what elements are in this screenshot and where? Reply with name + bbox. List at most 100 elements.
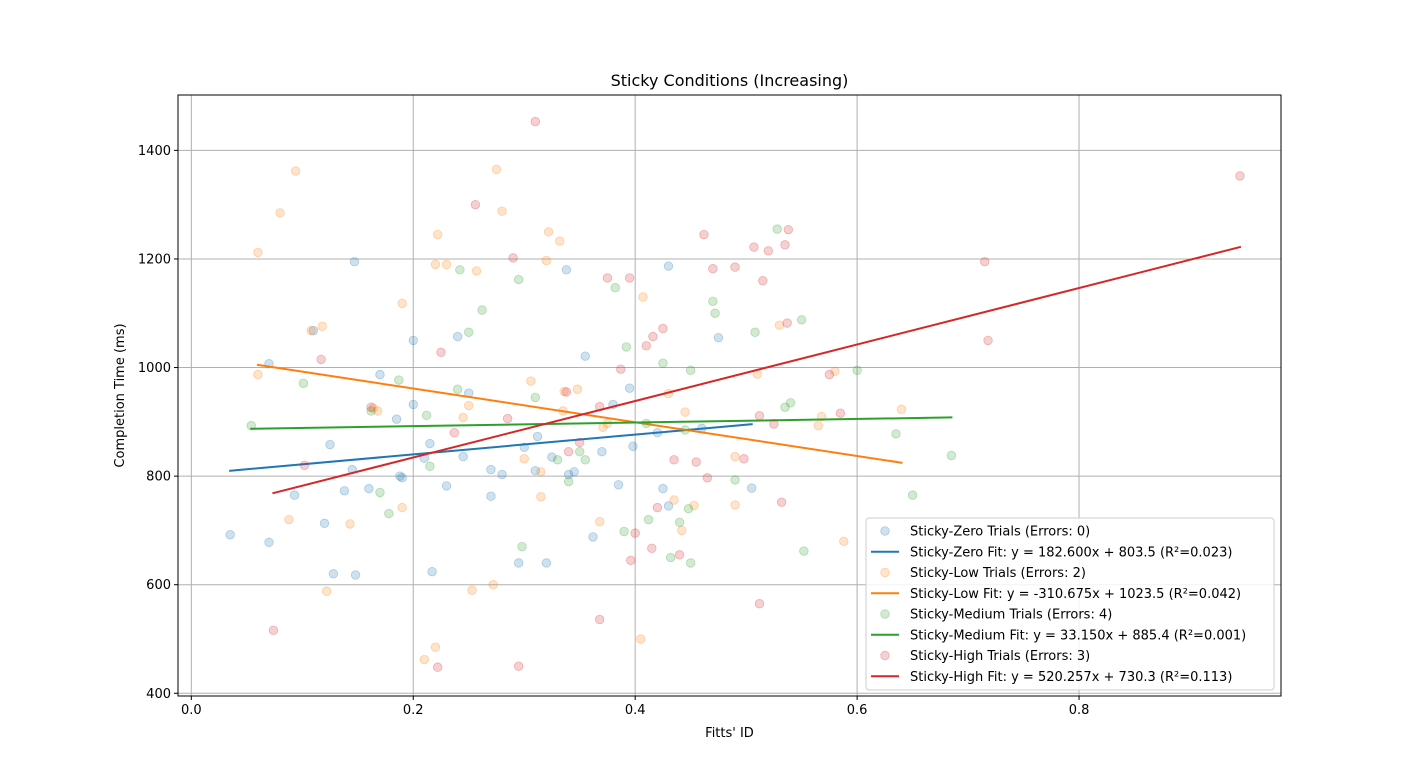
scatter-point bbox=[375, 369, 385, 380]
y-axis-label: Completion Time (ms) bbox=[113, 323, 128, 467]
scatter-point bbox=[754, 411, 765, 421]
scatter-point bbox=[530, 465, 541, 476]
scatter-point bbox=[458, 451, 468, 462]
scatter-point bbox=[852, 365, 862, 375]
legend-box bbox=[865, 517, 1275, 691]
axis-ticks: 0.0 0.2 0.4 0.6 0.8 400 600 800 1000 1200 1400 bbox=[138, 144, 1089, 718]
scatter-point bbox=[946, 450, 957, 461]
scatter-point bbox=[594, 614, 605, 625]
scatter-point bbox=[502, 413, 513, 424]
scatter-point bbox=[397, 298, 407, 309]
plot-frame bbox=[177, 94, 1282, 697]
scatter-point bbox=[569, 467, 579, 477]
scatter-point bbox=[730, 475, 740, 485]
scatter-point bbox=[702, 473, 713, 483]
legend-label: Sticky-Medium Trials (Errors: 4) bbox=[910, 608, 1112, 623]
scatter-point bbox=[425, 461, 435, 472]
scatter-point bbox=[419, 654, 430, 665]
plot-series bbox=[225, 116, 1245, 672]
scatter-point bbox=[574, 446, 585, 457]
scatter-point bbox=[449, 427, 460, 438]
scatter-point bbox=[536, 492, 546, 502]
scatter-point bbox=[268, 625, 279, 636]
scatter-point bbox=[594, 517, 605, 527]
legend-label: Sticky-High Trials (Errors: 3) bbox=[910, 649, 1090, 664]
scatter-point bbox=[394, 375, 404, 385]
scatter-point bbox=[763, 246, 774, 256]
scatter-point bbox=[643, 514, 654, 525]
scatter-point bbox=[366, 402, 376, 412]
scatter-point bbox=[658, 323, 668, 334]
scatter-point bbox=[486, 491, 496, 501]
legend-marker bbox=[880, 650, 890, 661]
scatter-point bbox=[319, 518, 330, 529]
scatter-point bbox=[517, 542, 527, 552]
series-sticky-low-trials-errors-2 bbox=[253, 164, 907, 665]
scatter-point bbox=[647, 543, 657, 554]
scatter-point bbox=[455, 265, 465, 275]
scatter-point bbox=[530, 392, 541, 403]
scatter-point bbox=[497, 206, 507, 216]
scatter-point bbox=[621, 342, 632, 352]
scatter-point bbox=[674, 550, 685, 560]
fit-line bbox=[256, 363, 903, 464]
scatter-point bbox=[813, 420, 823, 431]
y-tick-label: 1000 bbox=[138, 361, 171, 376]
scatter-point bbox=[708, 296, 718, 307]
scatter-point bbox=[488, 580, 498, 590]
scatter-point bbox=[532, 431, 543, 442]
scatter-point bbox=[652, 502, 663, 513]
scatter-point bbox=[561, 387, 572, 397]
scatter-point bbox=[275, 208, 285, 218]
scatter-point bbox=[783, 224, 794, 235]
scatter-point bbox=[408, 399, 418, 410]
scatter-point bbox=[628, 441, 638, 451]
series-sticky-low-fit-y-310-675x-1023-5-r-0-042 bbox=[256, 363, 903, 464]
fit-line bbox=[272, 245, 1242, 495]
y-tick-label: 1200 bbox=[138, 252, 171, 267]
scatter-point bbox=[384, 508, 394, 519]
scatter-point bbox=[830, 366, 840, 377]
scatter-point bbox=[780, 402, 790, 412]
scatter-point bbox=[321, 586, 332, 596]
scatter-point bbox=[685, 365, 696, 375]
scatter-point bbox=[613, 480, 624, 490]
scatter-point bbox=[253, 247, 263, 258]
scatter-point bbox=[497, 469, 507, 480]
scatter-point bbox=[345, 519, 355, 529]
scatter-point bbox=[284, 514, 294, 525]
scatter-point bbox=[624, 273, 635, 283]
scatter-point bbox=[730, 262, 740, 272]
scatter-point bbox=[648, 331, 658, 342]
scatter-point bbox=[580, 351, 590, 361]
scatter-point bbox=[641, 341, 651, 351]
scatter-point bbox=[559, 386, 569, 397]
scatter-point bbox=[366, 406, 376, 416]
scatter-point bbox=[308, 325, 319, 336]
scatter-point bbox=[452, 384, 463, 394]
scatter-point bbox=[391, 414, 402, 424]
scatter-point bbox=[602, 273, 613, 283]
scatter-point bbox=[636, 634, 646, 644]
scatter-point bbox=[471, 266, 482, 276]
scatter-point bbox=[658, 483, 668, 494]
series-sticky-high-trials-errors-3 bbox=[268, 116, 1245, 672]
scatter-point bbox=[317, 321, 327, 331]
scatter-point bbox=[782, 318, 792, 328]
scatter-point bbox=[530, 116, 541, 127]
scatter-point bbox=[638, 292, 648, 302]
scatter-point bbox=[713, 332, 724, 343]
x-tick-label: 0.4 bbox=[625, 703, 646, 718]
scatter-point bbox=[298, 378, 309, 388]
scatter-point bbox=[513, 558, 524, 568]
scatter-point bbox=[253, 369, 263, 380]
scatter-point bbox=[750, 327, 760, 337]
scatter-point bbox=[689, 500, 699, 511]
scatter-point bbox=[513, 274, 524, 285]
scatter-point bbox=[421, 410, 432, 421]
legend-marker bbox=[880, 526, 890, 536]
scatter-point bbox=[325, 439, 335, 450]
legend-label: Sticky-Medium Fit: y = 33.150x + 885.4 (… bbox=[910, 628, 1246, 643]
scatter-point bbox=[641, 418, 651, 429]
